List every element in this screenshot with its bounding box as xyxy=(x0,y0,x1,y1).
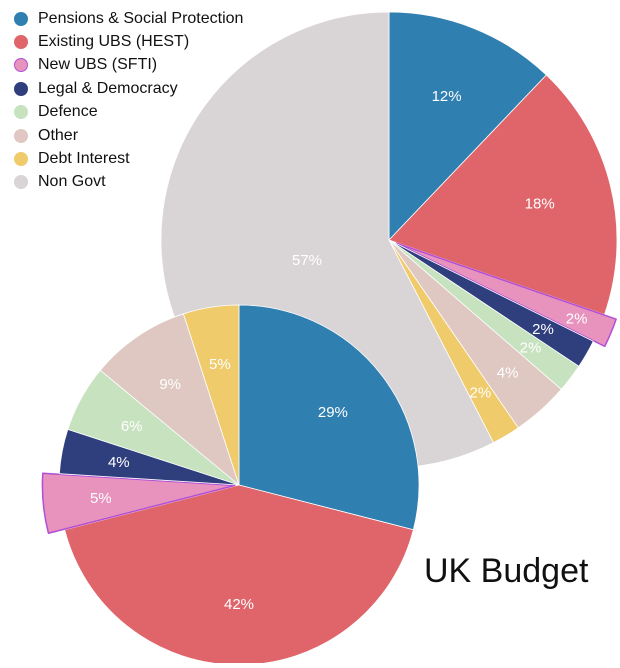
data-label-new-ubs-sfti: 5% xyxy=(90,490,112,507)
pie-slice-other xyxy=(99,313,240,486)
legend-item-debt-interest: Debt Interest xyxy=(14,147,243,170)
data-label-non-govt: 57% xyxy=(292,252,322,269)
pie-slice-new-ubs-sfti xyxy=(395,242,617,348)
legend-swatch xyxy=(14,35,28,50)
legend-label: Existing UBS (HEST) xyxy=(38,33,190,51)
data-label-existing-ubs-hest: 42% xyxy=(224,596,254,613)
data-label-new-ubs-sfti: 2% xyxy=(566,311,588,328)
legend-label: Defence xyxy=(38,103,98,121)
legend-item-legal-democracy: Legal & Democracy xyxy=(14,77,243,100)
chart-caption: UK Budget xyxy=(424,552,589,590)
data-label-debt-interest: 5% xyxy=(209,356,231,373)
pie-bottom: 29% 42% 5% 4% 6% 9% 5% xyxy=(41,304,420,666)
legend-swatch xyxy=(14,11,28,26)
legend-label: Other xyxy=(38,126,79,144)
data-label-defence: 2% xyxy=(520,340,542,357)
pie-slice-debt-interest xyxy=(182,304,240,486)
legend: Pensions & Social Protection Existing UBS… xyxy=(14,7,243,194)
legend-swatch xyxy=(14,128,28,143)
legend-item-pensions-social-protection: Pensions & Social Protection xyxy=(14,7,243,30)
legend-swatch xyxy=(14,152,28,167)
data-label-pensions-social-protection: 29% xyxy=(318,404,348,421)
data-label-pensions-social-protection: 12% xyxy=(432,88,462,105)
legend-label: Pensions & Social Protection xyxy=(38,9,244,27)
pie-slice-new-ubs-sfti xyxy=(41,472,236,535)
legend-swatch xyxy=(14,81,28,96)
legend-item-new-ubs-sfti: New UBS (SFTI) xyxy=(14,54,243,77)
legend-swatch xyxy=(14,58,28,73)
data-label-other: 9% xyxy=(159,376,181,393)
data-label-debt-interest: 2% xyxy=(470,385,492,402)
data-label-legal-democracy: 4% xyxy=(108,454,130,471)
legend-label: Non Govt xyxy=(38,173,106,191)
pie-slice-pensions-social-protection xyxy=(238,304,420,531)
legend-swatch xyxy=(14,175,28,190)
legend-label: New UBS (SFTI) xyxy=(38,56,158,74)
data-label-other: 4% xyxy=(497,365,519,382)
legend-item-non-govt: Non Govt xyxy=(14,171,243,194)
data-label-defence: 6% xyxy=(121,418,143,435)
legend-item-other: Other xyxy=(14,124,243,147)
data-label-legal-democracy: 2% xyxy=(532,321,554,338)
legend-label: Legal & Democracy xyxy=(38,79,178,97)
pie-slice-existing-ubs-hest xyxy=(388,74,618,315)
data-label-existing-ubs-hest: 18% xyxy=(525,195,555,212)
legend-item-existing-ubs-hest: Existing UBS (HEST) xyxy=(14,30,243,53)
legend-item-defence: Defence xyxy=(14,101,243,124)
pie-slice-pensions-social-protection xyxy=(388,11,547,241)
legend-swatch xyxy=(14,105,28,120)
legend-label: Debt Interest xyxy=(38,150,130,168)
